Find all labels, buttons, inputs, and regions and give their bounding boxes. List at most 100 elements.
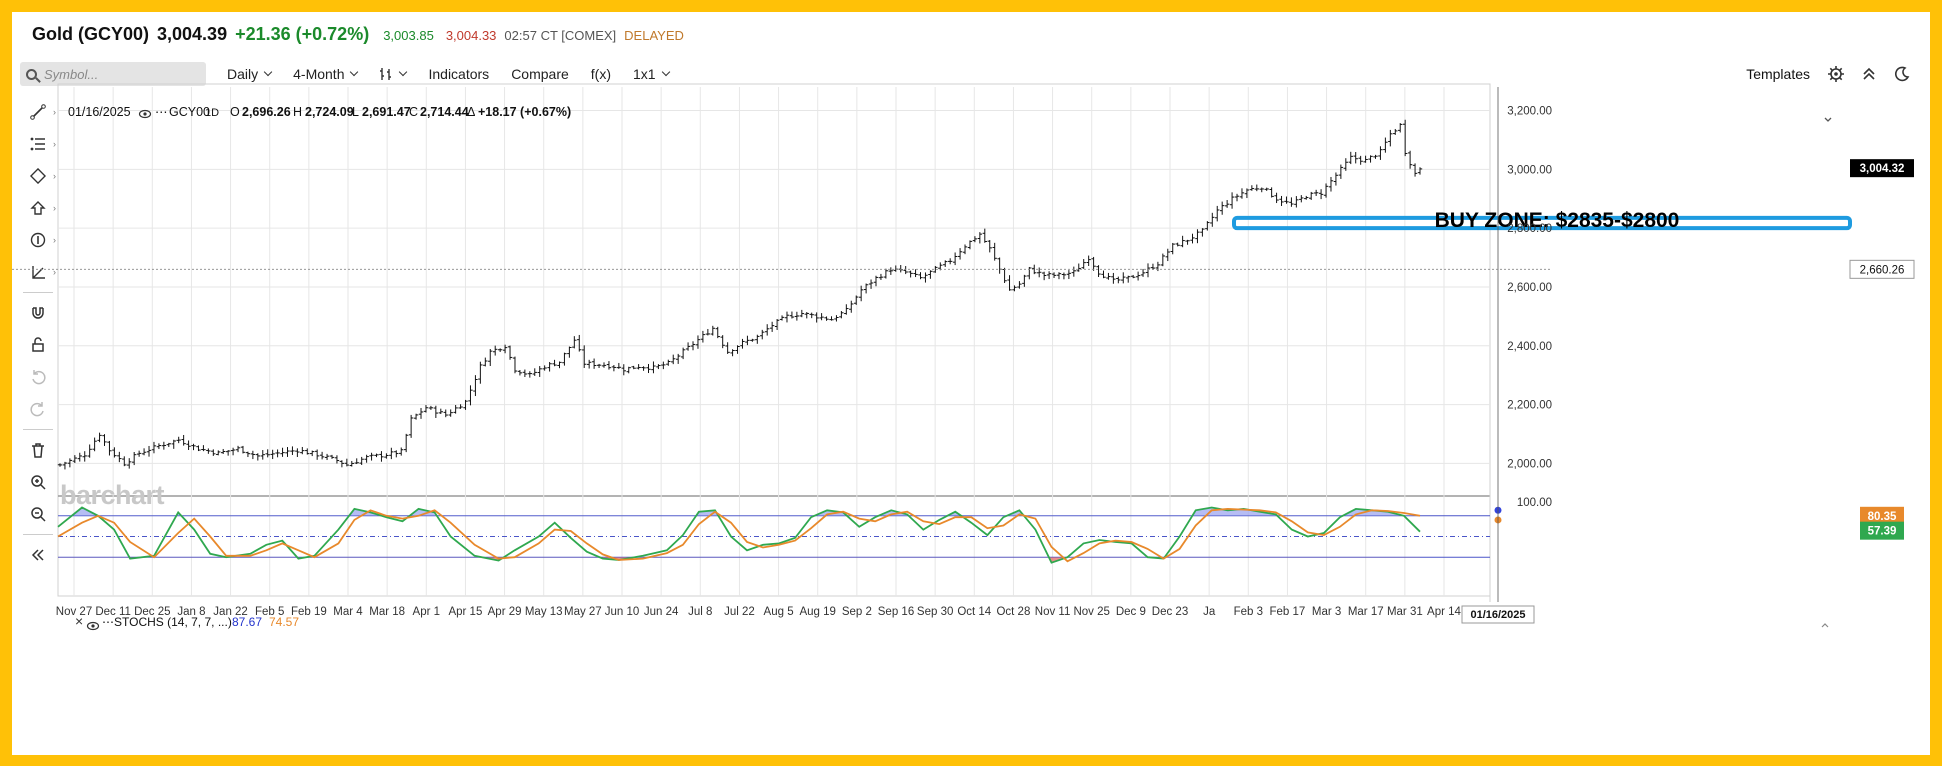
undo-icon[interactable] (18, 361, 58, 393)
close-icon[interactable]: × (75, 613, 83, 629)
ohlc-bar (57, 463, 63, 467)
ohlc-bar (1318, 189, 1324, 200)
ohlc-bar (517, 370, 523, 376)
ohlc-bar (1363, 155, 1368, 163)
function-button[interactable]: f(x) (590, 66, 611, 82)
buy-zone-rect (1232, 215, 1852, 231)
ohlc-bar (1135, 271, 1141, 281)
bid-price: 3,003.85 (383, 28, 434, 43)
ohlc-bar (403, 433, 409, 453)
stoch-tag-bg (1860, 521, 1904, 540)
ohlc-bar (176, 436, 181, 444)
collapse-icon[interactable] (18, 539, 58, 571)
ohlc-bar (374, 453, 379, 458)
ohlc-bar (191, 443, 196, 451)
ohlc-bar (992, 242, 997, 261)
ohlc-bar (107, 440, 112, 456)
x-tick-label: Apr 14 (1427, 606, 1461, 618)
ohlc-bar (240, 445, 246, 454)
ohlc-bar (586, 359, 592, 369)
ohlc-bar (750, 338, 755, 342)
legend-open: 2,696.26 (242, 105, 291, 119)
y-tick-label: 2,000.00 (1507, 458, 1552, 470)
chart-style-dropdown[interactable] (379, 67, 408, 81)
ohlc-bar (1249, 185, 1255, 191)
ohlc-bar (567, 346, 572, 358)
ohlc-bar (700, 330, 706, 343)
chevron-down-icon[interactable] (1824, 117, 1832, 122)
ohlc-bar (1046, 271, 1052, 280)
ohlc-bar (453, 405, 458, 414)
search-placeholder: Symbol... (44, 66, 99, 82)
ohlc-bar (572, 336, 577, 349)
indicators-button[interactable]: Indicators (428, 66, 490, 82)
ohlc-bar (97, 432, 102, 443)
x-tick-label: Sep 2 (842, 606, 872, 618)
compare-button[interactable]: Compare (511, 66, 569, 82)
price-chart[interactable]: BUY ZONE: $2835-$2800 Nov 27 Dec 11 Dec 25… (12, 12, 1930, 755)
shape-tool-icon[interactable]: › (18, 160, 58, 192)
line-tool-icon[interactable]: › (18, 96, 58, 128)
interval-dropdown[interactable]: Daily (227, 66, 273, 82)
x-tick-label: Jan 8 (177, 606, 205, 618)
symbol-name[interactable]: Gold (GCY00) (32, 24, 150, 44)
ohlc-bar (319, 451, 325, 460)
chevron-up-icon[interactable] (1821, 623, 1829, 628)
ohlc-bar (344, 458, 350, 467)
magnet-icon[interactable] (18, 297, 58, 329)
moon-icon[interactable] (1894, 66, 1910, 82)
x-tick-label: Dec 23 (1152, 606, 1188, 618)
ohlc-bar (1145, 263, 1151, 278)
eye-icon[interactable] (86, 621, 100, 631)
symbol-search-input[interactable]: Symbol... (20, 62, 206, 86)
ohlc-bar (661, 361, 666, 370)
last-price: 3,004.39 (157, 24, 228, 44)
ohlc-bar (1101, 270, 1106, 279)
ohlc-bar (760, 329, 765, 340)
ohlc-bar (468, 385, 473, 406)
chevron-up-double-icon[interactable] (1862, 67, 1876, 81)
ohlc-bar (186, 440, 191, 451)
ohlc-bar (221, 448, 226, 454)
ohlc-bar (339, 460, 345, 468)
ohlc-bar (300, 446, 305, 455)
ohlc-bar (408, 414, 414, 438)
legend-dots[interactable]: ⋯ (155, 105, 168, 119)
ohlc-bar (394, 450, 399, 458)
plot-border (57, 83, 1491, 597)
x-tick-label: Nov 27 (56, 606, 92, 618)
templates-button[interactable]: Templates (1746, 66, 1810, 82)
ohlc-bar (1234, 193, 1240, 202)
marker-tool-icon[interactable]: › (18, 224, 58, 256)
lock-icon[interactable] (18, 329, 58, 361)
period-dropdown[interactable]: 4-Month (293, 66, 359, 82)
eye-icon[interactable] (138, 109, 152, 119)
layout-dropdown[interactable]: 1x1 (633, 66, 670, 82)
ohlc-bar (1407, 150, 1413, 169)
fib-tool-icon[interactable]: › (18, 128, 58, 160)
x-tick-label: Aug 5 (764, 606, 794, 618)
ohlc-bar (562, 352, 567, 366)
gear-icon[interactable] (1828, 66, 1844, 82)
ohlc-bar (804, 312, 809, 319)
ohlc-bar (685, 342, 691, 351)
ohlc-bar (131, 451, 137, 466)
stochs-dots[interactable]: ⋯ (102, 615, 114, 629)
ohlc-bar (547, 362, 552, 372)
zoom-in-icon[interactable] (18, 466, 58, 498)
quote-time: 02:57 CT [COMEX] (504, 28, 617, 43)
ohlc-bar (1274, 192, 1279, 204)
ohlc-bar (982, 228, 987, 243)
ohlc-bar (364, 454, 369, 463)
trash-icon[interactable] (18, 434, 58, 466)
right-toolbar: Templates (1728, 62, 1910, 86)
ohlc-bar (463, 399, 468, 410)
arrow-tool-icon[interactable]: › (18, 192, 58, 224)
x-tick-label: Jan 22 (213, 606, 248, 618)
stochs-title: STOCHS (14, 7, 7, ...) (114, 615, 232, 629)
ohlc-bar (532, 368, 537, 376)
redo-icon[interactable] (18, 393, 58, 425)
zoom-out-icon[interactable] (18, 498, 58, 530)
ohlc-bar (413, 413, 419, 420)
ohlc-bar (839, 311, 844, 319)
